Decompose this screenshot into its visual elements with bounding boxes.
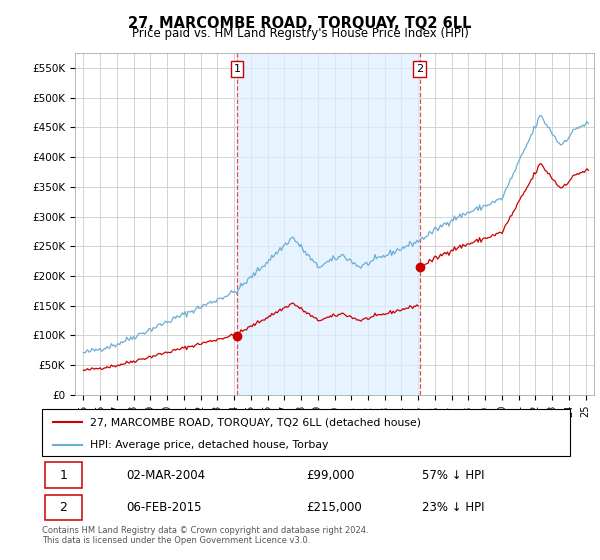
Text: Contains HM Land Registry data © Crown copyright and database right 2024.: Contains HM Land Registry data © Crown c… bbox=[42, 526, 368, 535]
Text: 2: 2 bbox=[416, 64, 423, 74]
Text: 1: 1 bbox=[59, 469, 67, 482]
Text: 57% ↓ HPI: 57% ↓ HPI bbox=[422, 469, 485, 482]
Text: 1: 1 bbox=[233, 64, 241, 74]
Text: HPI: Average price, detached house, Torbay: HPI: Average price, detached house, Torb… bbox=[89, 440, 328, 450]
FancyBboxPatch shape bbox=[44, 463, 82, 488]
Bar bbox=[237, 53, 419, 395]
Text: 2: 2 bbox=[59, 501, 67, 514]
FancyBboxPatch shape bbox=[42, 409, 570, 456]
Text: Price paid vs. HM Land Registry's House Price Index (HPI): Price paid vs. HM Land Registry's House … bbox=[131, 27, 469, 40]
Text: £215,000: £215,000 bbox=[306, 501, 362, 514]
Text: 02-MAR-2004: 02-MAR-2004 bbox=[127, 469, 206, 482]
Text: 23% ↓ HPI: 23% ↓ HPI bbox=[422, 501, 485, 514]
FancyBboxPatch shape bbox=[44, 494, 82, 520]
Text: 27, MARCOMBE ROAD, TORQUAY, TQ2 6LL (detached house): 27, MARCOMBE ROAD, TORQUAY, TQ2 6LL (det… bbox=[89, 417, 421, 427]
Text: This data is licensed under the Open Government Licence v3.0.: This data is licensed under the Open Gov… bbox=[42, 536, 310, 545]
Text: 27, MARCOMBE ROAD, TORQUAY, TQ2 6LL: 27, MARCOMBE ROAD, TORQUAY, TQ2 6LL bbox=[128, 16, 472, 31]
Text: £99,000: £99,000 bbox=[306, 469, 355, 482]
Text: 06-FEB-2015: 06-FEB-2015 bbox=[127, 501, 202, 514]
